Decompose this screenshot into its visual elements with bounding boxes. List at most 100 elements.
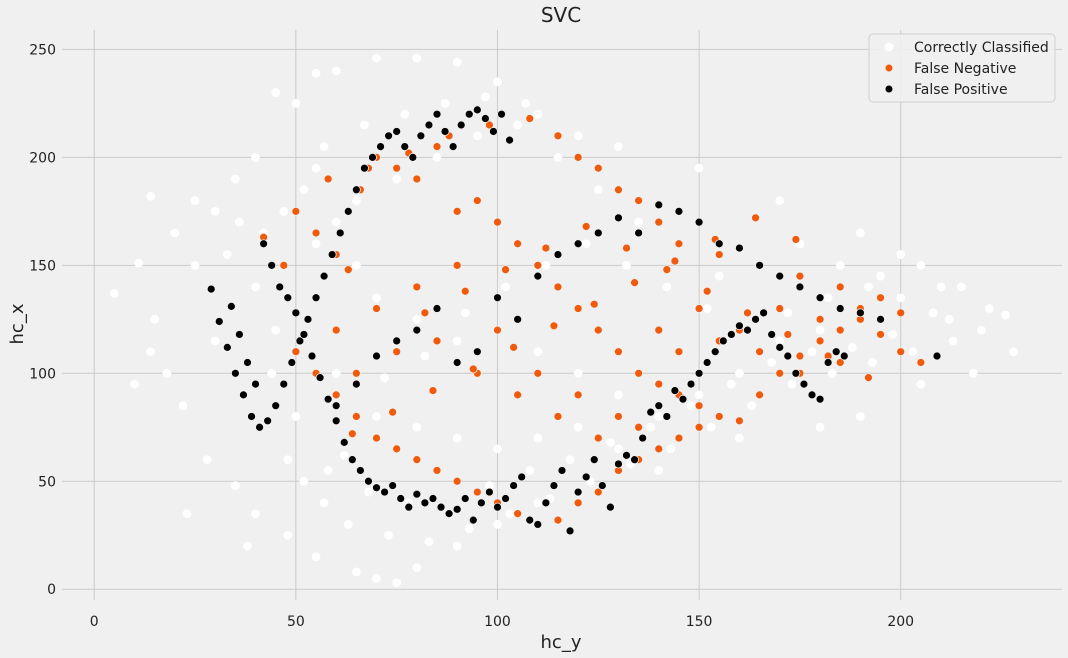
series-false-positive: [206, 105, 942, 536]
data-point: [412, 422, 422, 432]
x-tick-label: 0: [90, 614, 99, 630]
data-point: [460, 308, 470, 318]
data-point: [654, 444, 664, 454]
data-point: [464, 524, 474, 534]
data-point: [146, 347, 156, 357]
data-point: [634, 368, 644, 378]
data-point: [956, 282, 966, 292]
data-point: [364, 476, 373, 486]
y-tick-label: 50: [38, 474, 56, 490]
data-point: [799, 379, 809, 389]
data-point: [634, 228, 644, 238]
data-point: [541, 243, 551, 253]
data-point: [493, 293, 502, 303]
data-point: [432, 336, 442, 346]
data-point: [936, 282, 946, 292]
data-point: [279, 379, 289, 389]
data-point: [694, 401, 704, 411]
data-point: [283, 530, 293, 540]
data-point: [372, 433, 381, 443]
data-point: [835, 304, 845, 313]
data-point: [412, 174, 422, 184]
data-point: [493, 217, 502, 227]
data-point: [412, 53, 422, 63]
data-point: [162, 368, 172, 378]
data-point: [835, 325, 845, 335]
data-point: [480, 92, 490, 102]
data-point: [360, 163, 369, 173]
data-point: [291, 347, 301, 357]
data-point: [581, 239, 591, 249]
data-point: [976, 325, 986, 335]
data-point: [493, 325, 502, 335]
data-point: [339, 450, 349, 460]
data-point: [654, 217, 664, 227]
data-point: [573, 422, 583, 432]
data-point: [452, 206, 462, 216]
data-point: [380, 487, 389, 497]
data-point: [807, 390, 817, 400]
data-point: [416, 131, 426, 141]
data-point: [372, 53, 381, 63]
data-point: [855, 228, 865, 238]
data-point: [735, 416, 744, 426]
data-point: [513, 314, 523, 324]
data-point: [589, 455, 599, 465]
data-point: [291, 206, 301, 216]
data-point: [146, 191, 156, 201]
data-point: [295, 336, 305, 346]
data-point: [654, 379, 664, 389]
data-point: [400, 109, 410, 119]
data-point: [307, 351, 317, 361]
data-point: [783, 308, 793, 318]
data-point: [783, 330, 793, 339]
data-point: [424, 537, 434, 547]
data-point: [311, 163, 321, 173]
data-point: [243, 358, 252, 367]
data-point: [573, 152, 583, 162]
data-point: [287, 358, 297, 367]
chart-title: SVC: [541, 3, 581, 27]
data-point: [428, 494, 438, 503]
data-point: [311, 552, 321, 562]
data-point: [614, 213, 623, 223]
data-point: [553, 282, 563, 292]
data-point: [509, 481, 519, 490]
data-point: [593, 325, 603, 335]
data-point: [767, 330, 777, 339]
data-point: [815, 325, 825, 335]
data-point: [855, 308, 865, 318]
data-point: [247, 412, 256, 421]
data-point: [791, 368, 801, 378]
data-point: [364, 487, 373, 497]
data-point: [343, 265, 353, 275]
data-point: [456, 120, 466, 130]
data-point: [593, 433, 603, 443]
data-point: [553, 412, 563, 421]
data-point: [573, 368, 583, 378]
data-point: [420, 498, 430, 508]
data-point: [735, 368, 744, 378]
data-point: [210, 206, 220, 216]
data-point: [775, 368, 785, 378]
data-point: [412, 282, 422, 292]
data-point: [376, 142, 385, 151]
data-point: [533, 109, 543, 119]
data-point: [835, 260, 845, 270]
data-point: [291, 308, 301, 318]
data-point: [110, 289, 119, 298]
data-point: [509, 342, 519, 352]
data-point: [831, 347, 841, 357]
data-point: [553, 515, 563, 525]
data-point: [714, 271, 724, 281]
data-point: [190, 196, 200, 205]
data-point: [605, 437, 615, 447]
data-point: [876, 330, 885, 339]
data-point: [472, 196, 482, 205]
data-point: [323, 394, 333, 404]
data-point: [412, 325, 422, 335]
data-point: [372, 351, 381, 361]
data-point: [202, 455, 212, 465]
